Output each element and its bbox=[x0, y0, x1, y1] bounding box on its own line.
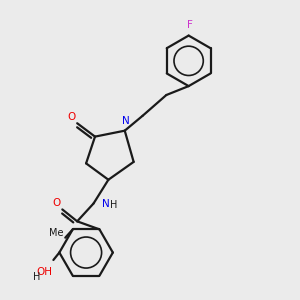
Text: OH: OH bbox=[37, 267, 52, 278]
Text: F: F bbox=[187, 20, 193, 30]
Text: H: H bbox=[33, 272, 41, 283]
Text: O: O bbox=[68, 112, 76, 122]
Text: N: N bbox=[102, 199, 110, 209]
Text: Me: Me bbox=[49, 228, 64, 238]
Text: N: N bbox=[122, 116, 130, 126]
Text: H: H bbox=[110, 200, 117, 210]
Text: O: O bbox=[52, 198, 61, 208]
